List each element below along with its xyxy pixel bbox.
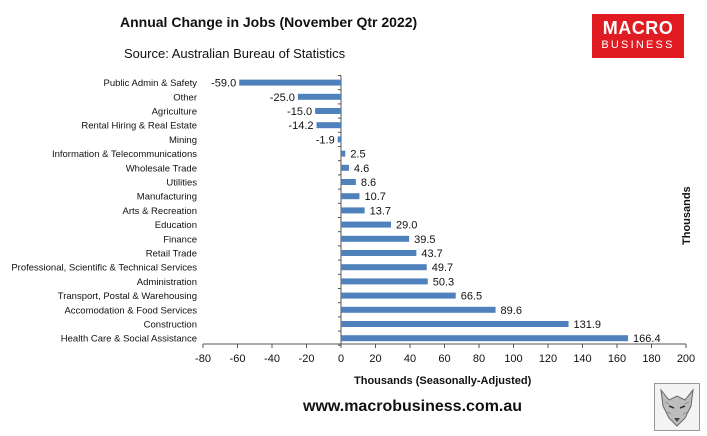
category-label: Public Admin & Safety: [104, 78, 198, 89]
x-tick-label: 180: [642, 353, 660, 365]
category-label: Information & Telecommunications: [52, 149, 197, 160]
value-label: 13.7: [370, 205, 391, 217]
x-axis-title: Thousands (Seasonally-Adjusted): [354, 375, 532, 387]
category-label: Arts & Recreation: [123, 206, 197, 217]
x-tick-label: 160: [608, 353, 626, 365]
x-tick-label: 20: [369, 353, 381, 365]
value-label: 50.3: [433, 276, 454, 288]
x-tick-label: -80: [195, 353, 211, 365]
x-tick-label: 80: [473, 353, 485, 365]
bar: [341, 164, 349, 171]
value-label: 39.5: [414, 234, 435, 246]
value-label: -14.2: [288, 120, 313, 132]
bar: [341, 250, 417, 256]
value-label: 49.7: [432, 262, 453, 274]
wolf-logo-icon: [654, 383, 700, 431]
category-label: Wholesale Trade: [126, 163, 197, 174]
bar: [315, 108, 341, 114]
y-axis-title: Thousands: [681, 186, 693, 245]
category-label: Administration: [137, 277, 197, 288]
bar: [341, 264, 427, 271]
category-label: Education: [155, 220, 197, 231]
x-tick-label: 140: [573, 353, 591, 365]
bar: [316, 122, 341, 129]
bar: [297, 93, 341, 100]
value-label: 29.0: [396, 220, 417, 232]
category-label: Construction: [144, 320, 197, 331]
bar: [341, 207, 365, 214]
value-label: -1.9: [316, 134, 335, 146]
bar: [341, 150, 346, 157]
bar: [337, 136, 341, 143]
website-url: www.macrobusiness.com.au: [303, 398, 523, 415]
value-label: -59.0: [211, 78, 236, 90]
bar: [341, 335, 629, 342]
logo-line-1: MACRO: [602, 18, 674, 38]
x-tick-label: 40: [404, 353, 416, 365]
x-tick-label: 200: [677, 353, 695, 365]
value-label: 131.9: [574, 319, 602, 331]
x-tick-label: -20: [299, 353, 315, 365]
category-label: Agriculture: [152, 107, 197, 118]
bar: [341, 306, 496, 313]
x-tick-label: -60: [230, 353, 246, 365]
logo-line-2: BUSINESS: [601, 39, 675, 51]
value-label: 66.5: [461, 291, 482, 303]
category-label: Mining: [169, 135, 197, 146]
category-label: Manufacturing: [137, 192, 197, 203]
bar: [341, 179, 356, 185]
category-label: Transport, Postal & Warehousing: [58, 291, 197, 302]
x-tick-label: 120: [539, 353, 557, 365]
category-label: Accomodation & Food Services: [64, 305, 197, 316]
category-label: Finance: [163, 234, 197, 245]
bar: [239, 79, 341, 86]
category-label: Retail Trade: [146, 249, 197, 260]
bar: [341, 235, 410, 242]
category-label: Rental Hiring & Real Estate: [81, 121, 197, 132]
x-tick-label: 60: [438, 353, 450, 365]
chart-title: Annual Change in Jobs (November Qtr 2022…: [120, 14, 418, 30]
value-label: 8.6: [361, 177, 376, 189]
category-label: Professional, Scientific & Technical Ser…: [11, 263, 197, 274]
bar: [341, 321, 569, 327]
bar: [341, 292, 456, 299]
bar: [341, 278, 428, 285]
macrobusiness-logo: MACRO BUSINESS: [592, 14, 684, 58]
bar: [341, 221, 392, 228]
value-label: -25.0: [270, 92, 295, 104]
value-label: 43.7: [421, 248, 442, 260]
value-label: 4.6: [354, 163, 369, 175]
category-label: Health Care & Social Assistance: [61, 334, 197, 345]
category-label: Other: [173, 92, 197, 103]
x-tick-label: 100: [504, 353, 522, 365]
value-label: 10.7: [364, 191, 385, 203]
x-tick-label: 0: [338, 353, 344, 365]
bar: [341, 193, 360, 200]
value-label: 2.5: [350, 149, 365, 161]
value-label: 89.6: [501, 305, 522, 317]
value-label: -15.0: [287, 106, 312, 118]
value-label: 166.4: [633, 333, 661, 345]
x-tick-label: -40: [264, 353, 280, 365]
category-label: Utilities: [166, 178, 197, 189]
chart-subtitle: Source: Australian Bureau of Statistics: [124, 46, 346, 61]
